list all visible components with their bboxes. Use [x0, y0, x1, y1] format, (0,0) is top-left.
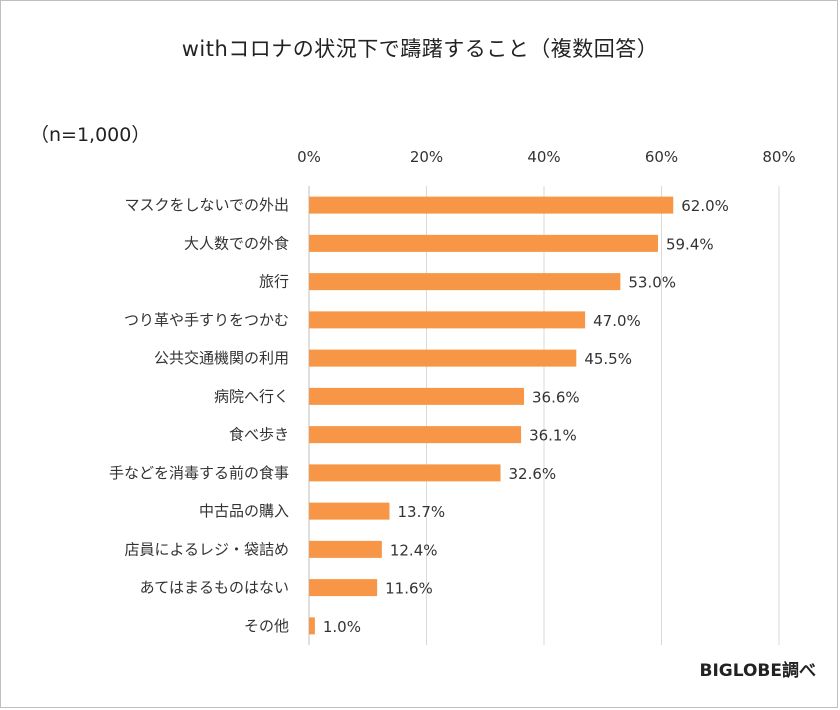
- bar: [309, 273, 621, 291]
- category-label: 公共交通機関の利用: [154, 349, 289, 367]
- category-label: 大人数での外食: [184, 234, 289, 252]
- value-label: 36.6%: [532, 388, 580, 406]
- bar: [309, 579, 378, 597]
- bar: [309, 196, 674, 214]
- bar: [309, 617, 315, 635]
- bar: [309, 502, 390, 520]
- x-tick-label: 20%: [410, 148, 443, 166]
- bar: [309, 349, 577, 367]
- category-label: 手などを消毒する前の食事: [109, 464, 289, 482]
- bar: [309, 464, 501, 482]
- category-label: あてはまるものはない: [140, 579, 289, 597]
- value-label: 36.1%: [529, 427, 577, 445]
- category-label: 店員によるレジ・袋詰め: [124, 540, 289, 558]
- x-tick-label: 40%: [527, 148, 560, 166]
- value-label: 45.5%: [584, 350, 632, 368]
- category-label: マスクをしないでの外出: [124, 196, 289, 214]
- category-label: その他: [244, 617, 289, 635]
- sample-size-label: （n=1,000）: [30, 124, 151, 146]
- value-label: 59.4%: [666, 235, 714, 253]
- value-label: 53.0%: [628, 274, 676, 292]
- value-label: 1.0%: [323, 618, 361, 636]
- value-label: 62.0%: [681, 197, 729, 215]
- value-label: 11.6%: [385, 580, 433, 598]
- category-label: つり革や手すりをつかむ: [124, 311, 289, 329]
- x-tick-label: 60%: [645, 148, 678, 166]
- value-label: 32.6%: [509, 465, 557, 483]
- value-label: 47.0%: [593, 312, 641, 330]
- bar: [309, 387, 525, 405]
- bar: [309, 426, 522, 444]
- x-tick-label: 0%: [297, 148, 321, 166]
- x-tick-label: 80%: [762, 148, 795, 166]
- category-label: 食べ歩き: [229, 426, 289, 444]
- bar: [309, 234, 658, 252]
- chart-title: withコロナの状況下で躊躇すること（複数回答）: [181, 37, 659, 61]
- bar: [309, 540, 382, 558]
- category-label: 病院へ行く: [214, 387, 289, 405]
- category-label: 旅行: [259, 273, 289, 291]
- value-label: 12.4%: [390, 541, 438, 559]
- source-label: BIGLOBE調べ: [699, 661, 817, 681]
- bar: [309, 311, 586, 329]
- value-label: 13.7%: [397, 503, 445, 521]
- category-label: 中古品の購入: [199, 502, 289, 520]
